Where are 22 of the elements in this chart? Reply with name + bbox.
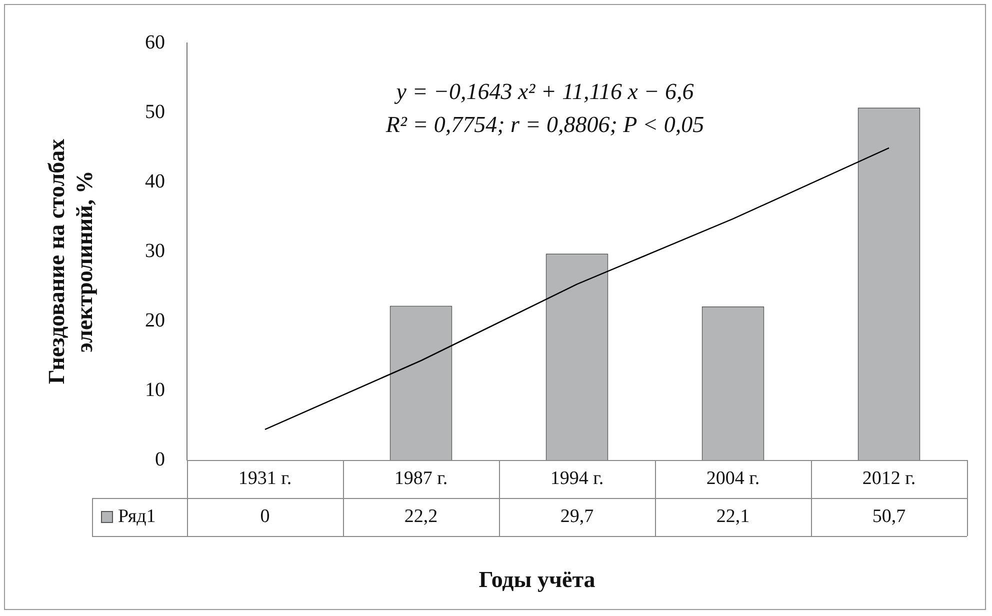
data-label: 50,7	[872, 506, 906, 527]
y-tick-label: 20	[145, 309, 165, 332]
annotation: R² = 0,7754; r = 0,8806; P < 0,05	[384, 112, 704, 138]
y-tick-label: 0	[155, 448, 165, 470]
y-axis-title: Гнездование на столбах электролиний, %	[44, 138, 97, 384]
y-tick-label: 50	[145, 100, 165, 123]
y-tick-label: 30	[145, 240, 165, 262]
x-tick-label: 1931 г.	[238, 468, 292, 489]
x-tick-label: 1987 г.	[394, 468, 448, 489]
y-tick-label: 60	[145, 31, 165, 54]
data-label: 22,1	[716, 506, 750, 527]
y-tick-label: 10	[145, 378, 165, 401]
legend-label: Ряд1	[118, 506, 156, 527]
x-tick-label: 2012 г.	[862, 468, 916, 489]
x-tick-label: 1994 г.	[550, 468, 604, 489]
data-label: 22,2	[404, 506, 438, 527]
y-tick-label: 40	[145, 170, 165, 192]
data-label: 29,7	[560, 506, 594, 527]
data-label: 0	[260, 506, 270, 527]
x-tick-label: 2004 г.	[706, 468, 760, 489]
x-axis-title: Годы учёта	[478, 566, 596, 592]
annotation: y = −0,1643 x² + 11,116 x − 6,6	[394, 79, 694, 104]
